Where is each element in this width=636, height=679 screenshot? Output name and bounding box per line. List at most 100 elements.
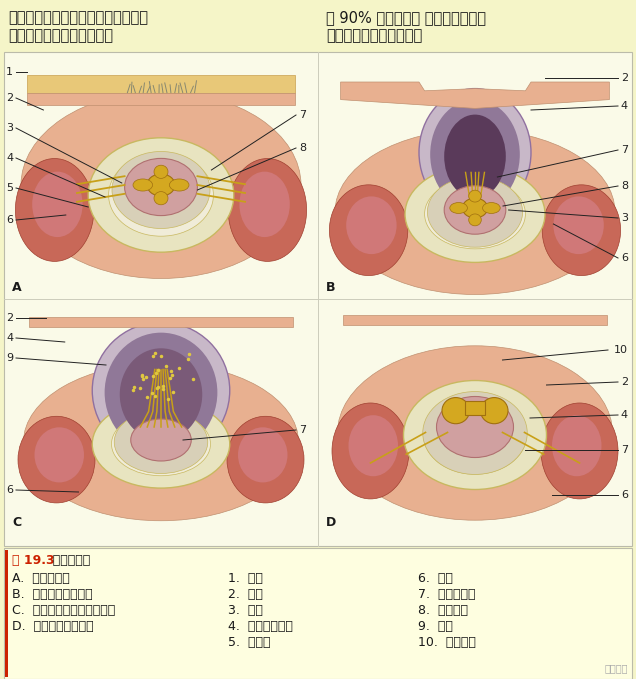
FancyBboxPatch shape: [29, 317, 293, 327]
Ellipse shape: [147, 174, 175, 196]
Ellipse shape: [154, 191, 168, 205]
Text: 4.  硬膜和蛛网膜: 4. 硬膜和蛛网膜: [228, 620, 293, 633]
Text: 6: 6: [6, 485, 13, 495]
Ellipse shape: [239, 172, 290, 237]
Ellipse shape: [419, 88, 531, 216]
FancyBboxPatch shape: [4, 548, 632, 679]
Text: 在 90% 的病例中， 脊膜膏出伴有下: 在 90% 的病例中， 脊膜膏出伴有下: [326, 10, 486, 25]
Text: 肢瘵痪及精神发育迟滞。: 肢瘵痪及精神发育迟滞。: [326, 28, 422, 43]
Ellipse shape: [346, 196, 397, 254]
Ellipse shape: [34, 427, 84, 483]
FancyBboxPatch shape: [27, 92, 295, 105]
Text: 1: 1: [6, 67, 13, 77]
Ellipse shape: [88, 138, 234, 252]
Ellipse shape: [552, 415, 602, 476]
Text: 10: 10: [614, 345, 628, 355]
Ellipse shape: [469, 214, 481, 226]
FancyBboxPatch shape: [5, 550, 8, 677]
Ellipse shape: [109, 154, 214, 236]
Ellipse shape: [462, 198, 488, 218]
Ellipse shape: [403, 380, 546, 490]
Ellipse shape: [92, 323, 230, 459]
FancyBboxPatch shape: [465, 401, 485, 416]
Text: 4: 4: [621, 410, 628, 420]
Ellipse shape: [332, 403, 409, 499]
Text: B: B: [326, 281, 336, 294]
Text: D.  脊柱裂伴脊髓纵裂: D. 脊柱裂伴脊髓纵裂: [12, 620, 93, 633]
Ellipse shape: [481, 398, 508, 424]
Text: 6: 6: [6, 215, 13, 225]
Ellipse shape: [111, 412, 211, 476]
Ellipse shape: [112, 151, 210, 229]
Text: 9.  马尾: 9. 马尾: [418, 620, 453, 633]
Ellipse shape: [335, 130, 615, 295]
Text: 2: 2: [6, 93, 13, 103]
Text: B.  脊柱裂伴脊膜膏出: B. 脊柱裂伴脊膜膏出: [12, 588, 93, 601]
Ellipse shape: [120, 348, 202, 441]
Text: 6.  椎骨: 6. 椎骨: [418, 572, 453, 585]
Text: A.  隐性脊柱裂: A. 隐性脊柱裂: [12, 572, 70, 585]
Ellipse shape: [133, 179, 153, 191]
Ellipse shape: [169, 179, 189, 191]
Ellipse shape: [442, 398, 469, 424]
Ellipse shape: [483, 202, 500, 213]
Text: 5.  脊神经: 5. 脊神经: [228, 636, 270, 649]
Text: D: D: [326, 516, 336, 529]
Text: C: C: [12, 516, 21, 529]
Text: 5: 5: [6, 183, 13, 193]
Ellipse shape: [427, 177, 523, 247]
Ellipse shape: [424, 396, 527, 474]
Ellipse shape: [444, 115, 506, 198]
Text: 6: 6: [621, 253, 628, 263]
Ellipse shape: [338, 346, 612, 520]
Ellipse shape: [125, 158, 197, 216]
Ellipse shape: [18, 416, 95, 503]
Ellipse shape: [154, 165, 168, 179]
Ellipse shape: [405, 166, 545, 262]
Ellipse shape: [24, 363, 298, 521]
Ellipse shape: [469, 190, 481, 202]
Text: 神外前沿: 神外前沿: [604, 663, 628, 673]
Ellipse shape: [15, 158, 93, 261]
Text: 6: 6: [621, 490, 628, 500]
Text: 8: 8: [299, 143, 306, 153]
Ellipse shape: [436, 397, 513, 458]
Ellipse shape: [543, 185, 621, 276]
Ellipse shape: [541, 403, 618, 499]
Text: C.  脊柱裂伴脊髓和脊膜膏出: C. 脊柱裂伴脊髓和脊膜膏出: [12, 604, 115, 617]
FancyBboxPatch shape: [343, 315, 607, 325]
Ellipse shape: [21, 92, 301, 278]
Text: 7: 7: [621, 145, 628, 155]
Text: 4: 4: [621, 101, 628, 111]
FancyBboxPatch shape: [27, 75, 295, 92]
Ellipse shape: [349, 415, 398, 476]
Text: 图 19.3: 图 19.3: [12, 554, 55, 567]
Ellipse shape: [553, 196, 604, 254]
Ellipse shape: [92, 400, 230, 488]
Ellipse shape: [114, 411, 208, 473]
Text: 7: 7: [621, 445, 628, 455]
Ellipse shape: [329, 185, 408, 276]
Text: 10.  脊髓迷途: 10. 脊髓迷途: [418, 636, 476, 649]
Text: 中或羊水中甲胎蛋白定量。: 中或羊水中甲胎蛋白定量。: [8, 28, 113, 43]
Ellipse shape: [425, 179, 525, 249]
Polygon shape: [341, 82, 609, 109]
Text: 2: 2: [6, 313, 13, 323]
Text: 脊柱裂的产前诊断依靠超声和孕母血: 脊柱裂的产前诊断依靠超声和孕母血: [8, 10, 148, 25]
Text: 脊髓的畸形: 脊髓的畸形: [44, 554, 90, 567]
Text: 4: 4: [6, 153, 13, 163]
Ellipse shape: [423, 392, 527, 475]
Text: 9: 9: [6, 353, 13, 363]
Text: 7.  蛛网膜下隙: 7. 蛛网膜下隙: [418, 588, 476, 601]
Text: 7: 7: [299, 425, 306, 435]
FancyBboxPatch shape: [4, 52, 632, 546]
Text: 2: 2: [621, 377, 628, 387]
Text: 4: 4: [6, 333, 13, 343]
Text: 3: 3: [621, 213, 628, 223]
Ellipse shape: [238, 427, 287, 483]
Text: 1.  簇毛: 1. 簇毛: [228, 572, 263, 585]
Ellipse shape: [430, 99, 520, 209]
Ellipse shape: [228, 158, 307, 261]
Text: 7: 7: [299, 110, 306, 120]
Text: 2.  皮肤: 2. 皮肤: [228, 588, 263, 601]
